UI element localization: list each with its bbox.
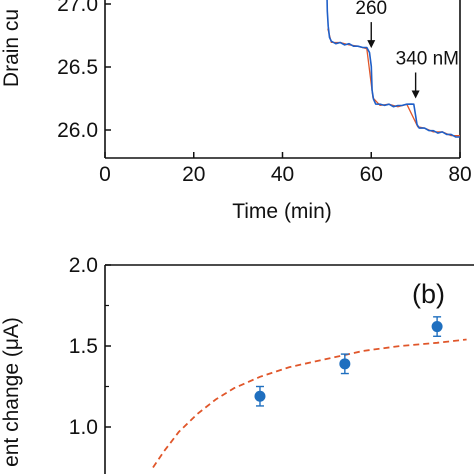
- panel-a-y-axis-title: Drain cu: [0, 9, 23, 87]
- annotation-arrow-head: [367, 40, 376, 49]
- data-point: [339, 358, 351, 370]
- panel-b-y-ticks: 2.0 1.5 1.0: [69, 254, 111, 439]
- series-line-blue: [326, 0, 461, 138]
- panel-a-y-ticks: 27.0 26.5 26.0: [57, 0, 111, 142]
- panel-b-points: [254, 316, 443, 407]
- annotation-label: 340 nM: [396, 49, 459, 70]
- data-point: [431, 321, 443, 333]
- y-tick-label: 26.5: [57, 56, 98, 79]
- y-tick-label: 27.0: [57, 0, 98, 16]
- annotation-label: 260: [355, 0, 387, 19]
- panel-a-x-axis-title: Time (min): [232, 200, 332, 223]
- y-tick-label: 2.0: [69, 254, 98, 277]
- panel-b-fit-curve: [152, 338, 467, 469]
- panel-b-label: (b): [412, 279, 445, 309]
- y-tick-label: 26.0: [57, 119, 98, 142]
- fit-curve-line: [152, 338, 467, 469]
- panel-a: 0 20 40 60 80 27.0 26.5 26.0 260 340 nM Time (m…: [0, 0, 472, 223]
- x-tick-label: 0: [99, 163, 111, 186]
- panel-a-x-ticks: 0 20 40 60 80: [99, 152, 472, 186]
- y-tick-label: 1.0: [69, 416, 98, 439]
- x-tick-label: 40: [271, 163, 294, 186]
- panel-a-annotations: 260 340 nM: [355, 0, 459, 99]
- x-tick-label: 80: [448, 163, 471, 186]
- x-tick-label: 20: [182, 163, 205, 186]
- y-tick-label: 1.5: [69, 335, 98, 358]
- panel-b: 2.0 1.5 1.0 (b) ent change (μA): [0, 254, 474, 474]
- x-tick-label: 60: [360, 163, 383, 186]
- panel-a-series: [326, 0, 461, 138]
- data-point: [254, 390, 266, 402]
- panel-b-y-axis-title: ent change (μA): [0, 317, 23, 467]
- annotation-arrow-head: [411, 90, 420, 99]
